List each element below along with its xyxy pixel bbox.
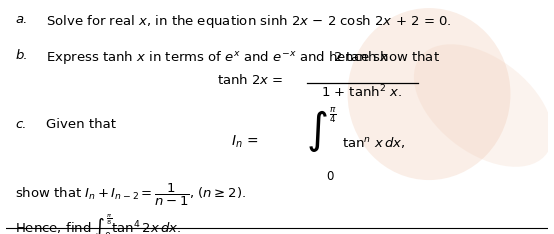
Text: show that $I_n + I_{n-2} = \dfrac{1}{n-1}$, ($n \geq 2$).: show that $I_n + I_{n-2} = \dfrac{1}{n-1… [16, 182, 247, 208]
Text: Solve for real $x$, in the equation sinh 2$x$ $-$ 2 cosh 2$x$ + 2 = 0.: Solve for real $x$, in the equation sinh… [47, 13, 452, 30]
Text: $\int$: $\int$ [306, 108, 327, 154]
Text: a.: a. [16, 13, 28, 26]
Text: b.: b. [16, 49, 28, 62]
Text: 2 tanh $x$: 2 tanh $x$ [333, 50, 389, 64]
Text: tan$^n$ $x\, dx$,: tan$^n$ $x\, dx$, [342, 135, 406, 150]
Ellipse shape [414, 44, 553, 167]
Text: Given that: Given that [47, 118, 116, 131]
Text: Express tanh $x$ in terms of $e^x$ and $e^{-x}$ and hence show that: Express tanh $x$ in terms of $e^x$ and $… [47, 49, 440, 66]
Text: 1 + tanh$^2$ $x$.: 1 + tanh$^2$ $x$. [321, 84, 402, 100]
Text: $I_n$ =: $I_n$ = [231, 134, 258, 150]
Text: $\frac{\pi}{4}$: $\frac{\pi}{4}$ [329, 106, 336, 125]
Text: 0: 0 [326, 170, 334, 183]
Text: tanh 2$x$ =: tanh 2$x$ = [217, 73, 284, 87]
Text: c.: c. [16, 118, 27, 131]
Text: Hence, find $\int_0^{\frac{\pi}{8}} \tan^4 2x\, dx$.: Hence, find $\int_0^{\frac{\pi}{8}} \tan… [16, 212, 182, 234]
Ellipse shape [347, 8, 510, 180]
